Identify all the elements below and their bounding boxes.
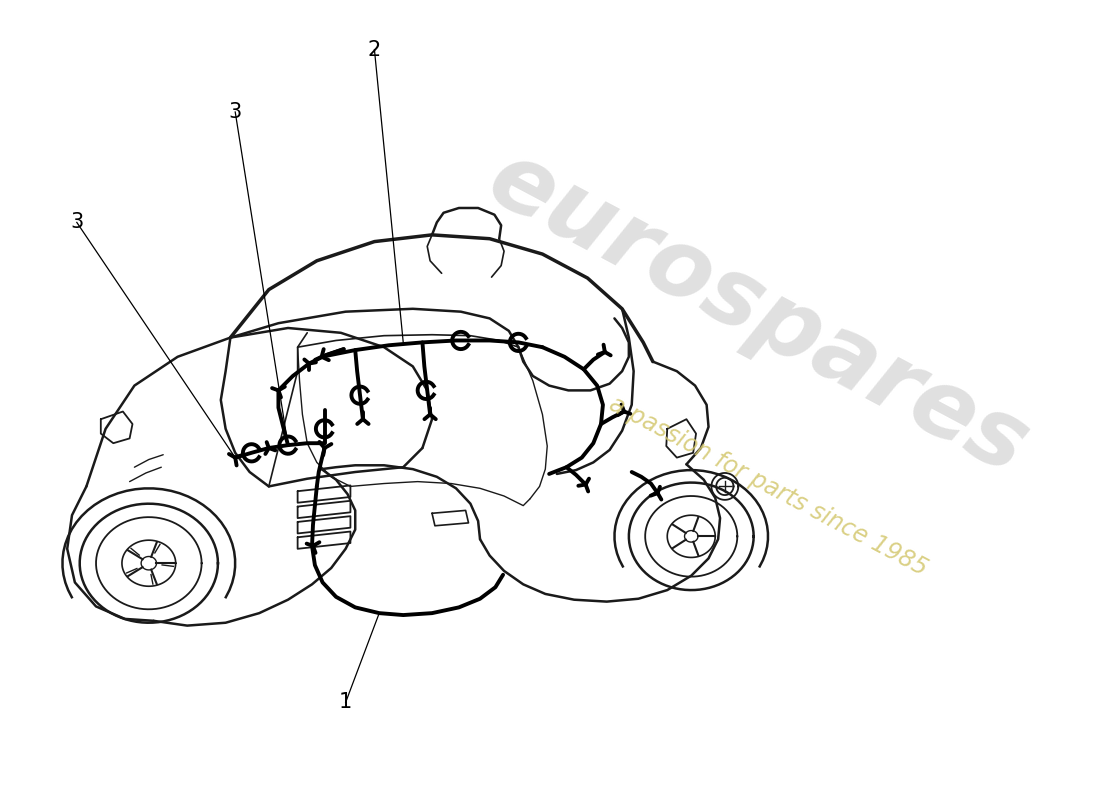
Text: a passion for parts since 1985: a passion for parts since 1985: [605, 392, 932, 581]
Text: 3: 3: [229, 102, 242, 122]
Text: eurospares: eurospares: [473, 133, 1044, 494]
Text: 2: 2: [367, 39, 381, 59]
Text: 3: 3: [70, 212, 84, 232]
Text: 1: 1: [339, 693, 352, 713]
